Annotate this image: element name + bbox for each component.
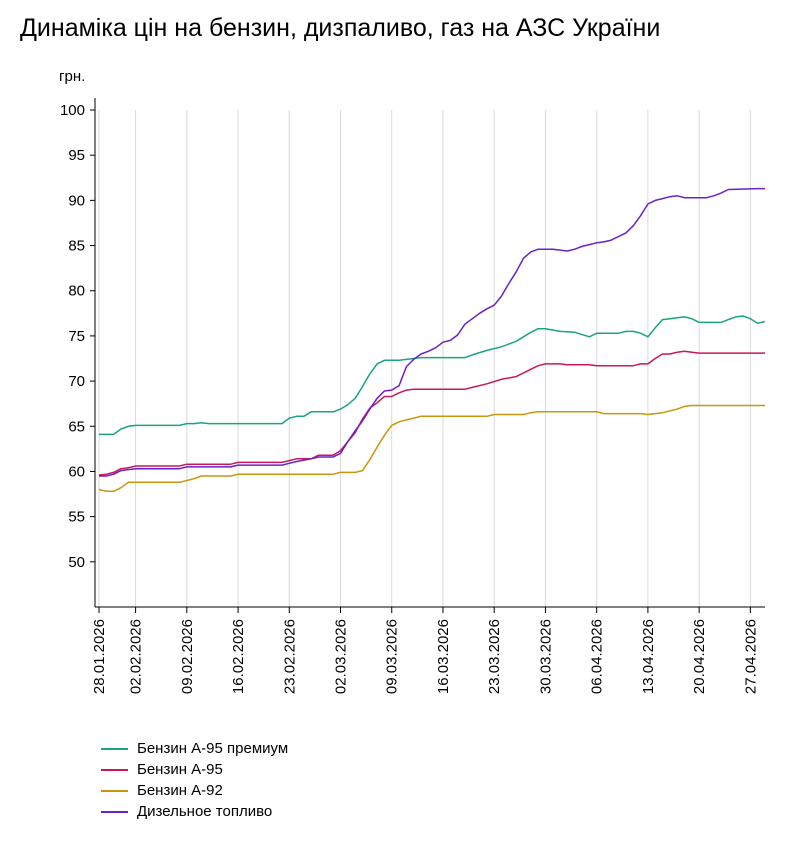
legend-item: Бензин А-95 премиум xyxy=(101,738,288,759)
legend-swatch xyxy=(101,789,128,792)
legend-item: Дизельное топливо xyxy=(101,801,288,822)
legend-label: Бензин А-95 xyxy=(137,761,223,778)
x-tick-label: 06.04.2026 xyxy=(589,619,606,694)
y-tick-label: 55 xyxy=(68,509,85,526)
x-tick-label: 16.03.2026 xyxy=(435,619,452,694)
series-line-3 xyxy=(98,404,765,493)
legend-label: Бензин А-95 премиум xyxy=(137,740,289,757)
y-tick-label: 75 xyxy=(68,328,85,345)
legend: Бензин А-95 премиум Бензин А-95 Бензин А-9… xyxy=(101,738,288,822)
axes: 28.01.2026 02.02.2026 09.02.2026 16.02.2026… xyxy=(60,98,765,694)
legend-swatch xyxy=(101,747,128,750)
series-line-2 xyxy=(98,350,765,476)
x-tick-label: 02.02.2026 xyxy=(128,619,145,694)
series-line-1 xyxy=(99,315,766,436)
y-tick-label: 85 xyxy=(68,238,85,255)
legend-label: Дизельное топливо xyxy=(137,803,273,820)
y-axis-label: грн. xyxy=(59,68,85,85)
y-tick-label: 60 xyxy=(68,463,85,480)
legend-swatch xyxy=(101,768,128,771)
x-tick-label: 30.03.2026 xyxy=(537,619,554,694)
x-tick-label: 02.03.2026 xyxy=(333,619,350,694)
y-tick-label: 80 xyxy=(68,283,85,300)
legend-item: Бензин А-92 xyxy=(101,780,288,801)
x-tick-label: 16.02.2026 xyxy=(230,619,247,694)
x-tick-label: 23.03.2026 xyxy=(486,619,503,694)
y-tick-label: 95 xyxy=(68,147,85,164)
x-tick-label: 13.04.2026 xyxy=(640,619,657,694)
x-tick-label: 23.02.2026 xyxy=(281,619,298,694)
legend-swatch xyxy=(101,810,128,813)
series-lines xyxy=(98,187,766,493)
y-tick-label: 50 xyxy=(68,554,85,571)
y-tick-label: 100 xyxy=(60,102,85,119)
y-tick-label: 90 xyxy=(68,192,85,209)
x-tick-label: 09.03.2026 xyxy=(384,619,401,694)
legend-label: Бензин А-92 xyxy=(137,782,223,799)
y-tick-label: 65 xyxy=(68,418,85,435)
legend-item: Бензин А-95 xyxy=(101,759,288,780)
grid-lines xyxy=(98,110,751,607)
y-tick-label: 70 xyxy=(68,373,85,390)
x-tick-label: 28.01.2026 xyxy=(91,619,108,694)
x-tick-label: 27.04.2026 xyxy=(742,619,759,694)
series-line-4 xyxy=(99,187,765,477)
chart-title: Динаміка цін на бензин, дизпаливо, газ н… xyxy=(20,14,661,42)
x-tick-label: 20.04.2026 xyxy=(691,619,708,694)
x-tick-label: 09.02.2026 xyxy=(179,619,196,694)
